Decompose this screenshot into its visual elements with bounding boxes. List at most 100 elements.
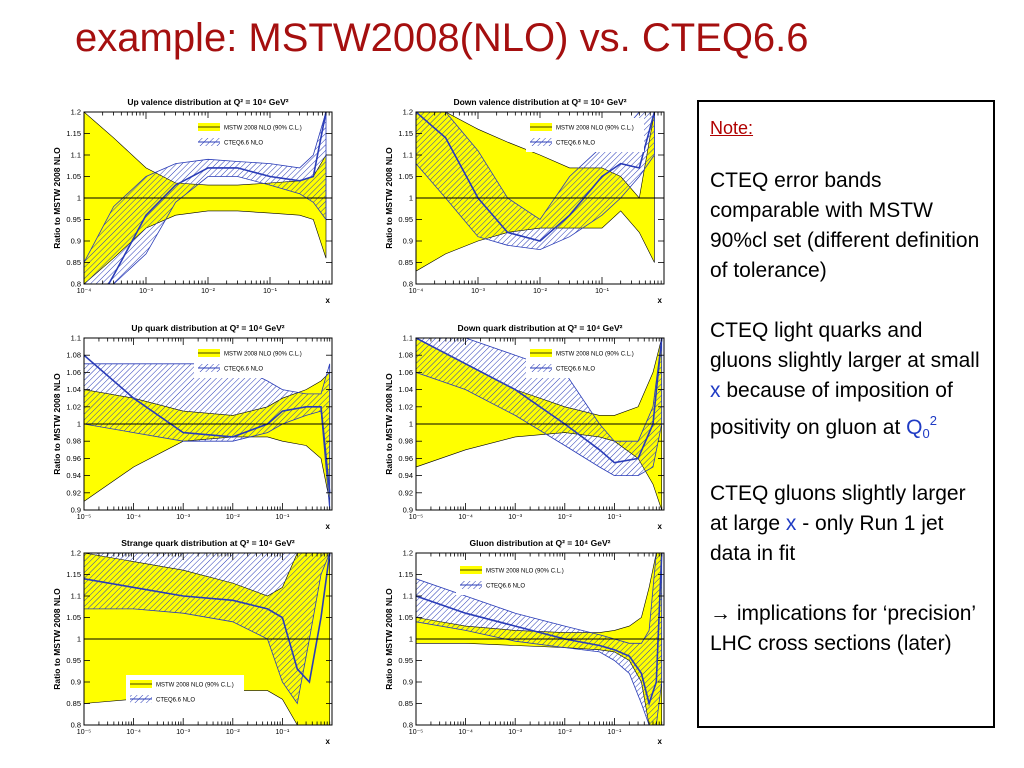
note-q-subscript: 0 — [922, 426, 930, 441]
y-tick-label: 0.9 — [71, 506, 81, 515]
y-tick-label: 0.85 — [398, 699, 413, 708]
x-tick-label: 10⁻² — [558, 514, 572, 521]
y-tick-label: 1.02 — [66, 402, 81, 411]
y-tick-label: 0.85 — [66, 258, 81, 267]
legend-label-cteq: CTEQ6.6 NLO — [224, 367, 263, 373]
y-tick-label: 1.02 — [398, 402, 413, 411]
y-tick-label: 0.8 — [403, 280, 413, 289]
y-tick-label: 0.92 — [398, 488, 413, 497]
chart-panel-up-quark: 0.9 0.92 0.94 0.96 0.98 1 1.02 1.04 1.06 1.08 1.1 1… — [50, 318, 346, 533]
legend-label-mstw: MSTW 2008 NLO (90% C.L.) — [224, 352, 302, 358]
x-tick-label: 10⁻¹ — [263, 288, 277, 295]
y-tick-label: 1 — [77, 635, 81, 644]
chart-legend: MSTW 2008 NLO (90% C.L.) CTEQ6.6 NLO — [194, 344, 312, 378]
x-axis-label: x — [658, 522, 663, 531]
y-tick-label: 0.92 — [66, 488, 81, 497]
y-tick-label: 1.2 — [71, 108, 81, 117]
x-tick-label: 10⁻² — [226, 729, 240, 736]
x-tick-label: 10⁻² — [533, 288, 547, 295]
note-highlight-q0: Q02 — [906, 413, 937, 441]
x-tick-label: 10⁻³ — [508, 514, 522, 521]
x-tick-label: 10⁻⁵ — [409, 514, 423, 521]
note-paragraph-error-bands: CTEQ error bands comparable with MSTW 90… — [710, 169, 980, 282]
x-tick-label: 10⁻³ — [176, 729, 190, 736]
note-paragraph-gluons: CTEQ gluons slightly larger at large x -… — [710, 479, 984, 569]
y-tick-label: 0.96 — [66, 454, 81, 463]
plot-area — [416, 553, 664, 725]
chart-title: Gluon distribution at Q² = 10⁴ GeV² — [470, 538, 611, 548]
note-q-symbol: Q — [906, 416, 923, 439]
x-tick-label: 10⁻² — [201, 288, 215, 295]
y-axis-label: Ratio to MSTW 2008 NLO — [52, 588, 62, 690]
y-tick-label: 0.98 — [398, 437, 413, 446]
y-tick-label: 1.05 — [66, 172, 81, 181]
note-text: because of imposition of positivity on g… — [710, 379, 953, 439]
x-tick-label: 10⁻⁴ — [77, 288, 92, 295]
cteq-central-line — [107, 112, 327, 284]
chart-title: Down quark distribution at Q² = 10⁴ GeV² — [457, 323, 622, 333]
x-tick-label: 10⁻⁴ — [409, 288, 424, 295]
x-tick-label: 10⁻⁴ — [458, 514, 473, 521]
chart-svg: 0.8 0.85 0.9 0.95 1 1.05 1.1 1.15 1.2 10⁻⁴ 10⁻³ 10⁻… — [384, 97, 665, 305]
legend-label-cteq: CTEQ6.6 NLO — [156, 698, 195, 704]
chart-panel-down-quark: 0.9 0.92 0.94 0.96 0.98 1 1.02 1.04 1.06 1.08 1.1 1… — [382, 318, 678, 533]
y-tick-label: 1 — [77, 420, 81, 429]
y-tick-label: 1.1 — [403, 151, 413, 160]
chart-title: Up quark distribution at Q² = 10⁴ GeV² — [131, 323, 284, 333]
y-tick-label: 1.15 — [66, 129, 81, 138]
y-tick-label: 1.1 — [71, 334, 81, 343]
chart-legend: MSTW 2008 NLO (90% C.L.) CTEQ6.6 NLO — [526, 344, 644, 378]
x-tick-label: 10⁻² — [558, 729, 572, 736]
y-tick-label: 1.1 — [403, 334, 413, 343]
legend-label-mstw: MSTW 2008 NLO (90% C.L.) — [486, 569, 564, 575]
x-tick-label: 10⁻¹ — [595, 288, 609, 295]
y-axis-label: Ratio to MSTW 2008 NLO — [384, 147, 394, 249]
y-tick-label: 1.15 — [398, 129, 413, 138]
y-tick-label: 0.94 — [66, 471, 81, 480]
y-tick-label: 1.05 — [398, 613, 413, 622]
x-tick-label: 10⁻² — [226, 514, 240, 521]
plot-area — [416, 112, 664, 272]
chart-title: Strange quark distribution at Q² = 10⁴ G… — [121, 538, 295, 548]
chart-svg: 0.9 0.92 0.94 0.96 0.98 1 1.02 1.04 1.06 1.08 1.1 1… — [384, 323, 665, 531]
y-axis-label: Ratio to MSTW 2008 NLO — [384, 373, 394, 475]
note-heading: Note: — [710, 118, 754, 138]
legend-label-mstw: MSTW 2008 NLO (90% C.L.) — [556, 126, 634, 132]
x-tick-label: 10⁻⁵ — [77, 514, 91, 521]
legend-label-mstw: MSTW 2008 NLO (90% C.L.) — [156, 683, 234, 689]
note-highlight-x: x — [785, 512, 797, 535]
chart-title: Down valence distribution at Q² = 10⁴ Ge… — [453, 97, 626, 107]
x-tick-label: 10⁻³ — [508, 729, 522, 736]
x-axis-label: x — [658, 296, 663, 305]
x-tick-label: 10⁻⁴ — [126, 729, 141, 736]
y-tick-label: 1.04 — [66, 385, 81, 394]
x-axis-label: x — [658, 737, 663, 746]
x-tick-label: 10⁻⁵ — [77, 729, 91, 736]
y-tick-label: 1.2 — [71, 549, 81, 558]
cteq-band — [84, 553, 331, 705]
x-tick-label: 10⁻⁵ — [409, 729, 423, 736]
cteq-central-line — [84, 553, 331, 684]
y-tick-label: 0.9 — [71, 678, 81, 687]
chart-svg: 0.9 0.92 0.94 0.96 0.98 1 1.02 1.04 1.06 1.08 1.1 1… — [52, 323, 333, 531]
y-tick-label: 0.95 — [66, 215, 81, 224]
chart-svg: 0.8 0.85 0.9 0.95 1 1.05 1.1 1.15 1.2 10⁻⁵ 10⁻⁴ 10⁻… — [52, 538, 333, 746]
y-tick-label: 0.94 — [398, 471, 413, 480]
y-tick-label: 1.2 — [403, 108, 413, 117]
x-tick-label: 10⁻³ — [139, 288, 153, 295]
chart-panel-strange-quark: 0.8 0.85 0.9 0.95 1 1.05 1.1 1.15 1.2 10⁻⁵ 10⁻⁴ 10⁻… — [50, 533, 346, 748]
cteq-central-line — [416, 112, 656, 242]
x-tick-label: 10⁻¹ — [607, 514, 621, 521]
legend-label-mstw: MSTW 2008 NLO (90% C.L.) — [224, 126, 302, 132]
note-paragraph-light-quarks: CTEQ light quarks and gluons slightly la… — [710, 316, 984, 449]
slide-title: example: MSTW2008(NLO) vs. CTEQ6.6 — [75, 16, 809, 60]
y-tick-label: 1 — [409, 635, 413, 644]
y-tick-label: 1 — [409, 420, 413, 429]
chart-svg: 0.8 0.85 0.9 0.95 1 1.05 1.1 1.15 1.2 10⁻⁴ 10⁻³ 10⁻… — [52, 97, 333, 305]
y-tick-label: 0.95 — [398, 656, 413, 665]
cteq-band — [416, 112, 655, 251]
x-tick-label: 10⁻¹ — [275, 514, 289, 521]
y-tick-label: 1.08 — [66, 351, 81, 360]
chart-panel-down-valence: 0.8 0.85 0.9 0.95 1 1.05 1.1 1.15 1.2 10⁻⁴ 10⁻³ 10⁻… — [382, 92, 678, 307]
y-tick-label: 1.1 — [71, 151, 81, 160]
